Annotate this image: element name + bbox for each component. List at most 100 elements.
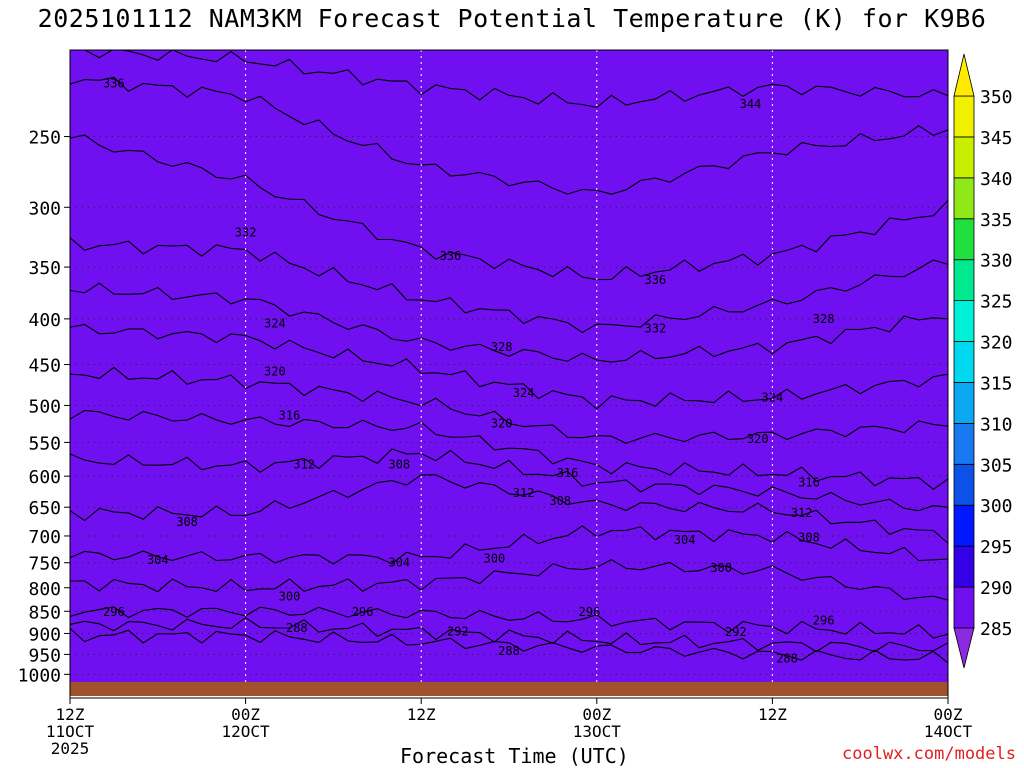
colorbar-segment — [953, 504, 975, 547]
theta-field — [70, 50, 948, 682]
contour-label: 316 — [279, 408, 301, 422]
y-tick-label: 550 — [28, 433, 61, 454]
isentrope-line — [70, 282, 948, 363]
contour-label: 324 — [264, 317, 286, 331]
y-tick-label: 350 — [28, 258, 61, 279]
isentrope-line — [70, 448, 948, 512]
y-tick-label: 300 — [28, 198, 61, 219]
y-tick-label: 500 — [28, 396, 61, 417]
x-tick-label: 12OCT — [222, 722, 271, 741]
isentrope-line — [70, 134, 948, 281]
colorbar-label: 335 — [980, 210, 1013, 231]
contour-label: 320 — [264, 364, 286, 378]
isentrope-line — [70, 76, 948, 195]
contour-label: 304 — [147, 553, 169, 567]
colorbar-segment — [953, 545, 975, 588]
contour-label: 344 — [740, 97, 762, 111]
y-tick-label: 850 — [28, 602, 61, 623]
colorbar-label: 300 — [980, 496, 1013, 517]
x-axis-title: Forecast Time (UTC) — [400, 744, 629, 768]
y-tick-label: 900 — [28, 624, 61, 645]
colorbar-segment — [953, 463, 975, 506]
colorbar-segment — [953, 136, 975, 179]
colorbar-label: 290 — [980, 578, 1013, 599]
contour-label: 296 — [813, 613, 835, 627]
colorbar-segment — [953, 341, 975, 383]
isentrope-line — [70, 525, 948, 565]
y-tick-label: 1000 — [18, 665, 61, 686]
contour-label: 300 — [279, 589, 301, 603]
x-tick-label: 14OCT — [924, 722, 973, 741]
colorbar-label: 330 — [980, 251, 1013, 272]
plot-frame — [69, 49, 949, 699]
contour-label: 296 — [579, 605, 601, 619]
x-tick-label: 00Z — [934, 705, 963, 724]
colorbar-label: 345 — [980, 128, 1013, 149]
contour-label: 328 — [491, 340, 513, 354]
contour-label: 332 — [644, 321, 666, 335]
contour-label: 312 — [791, 506, 813, 520]
colorbar-segment — [953, 218, 975, 261]
colorbar-label: 340 — [980, 169, 1013, 190]
isentrope-line — [70, 237, 948, 334]
colorbar-label: 285 — [980, 619, 1013, 640]
isentrope-line — [70, 606, 948, 639]
colorbar: 285 290 295 300 305 310 315 320 325 330 335 340 345 3… — [953, 53, 1013, 669]
isentrope-line — [70, 323, 948, 410]
contour-label: 288 — [776, 651, 798, 665]
contour-label: 336 — [440, 249, 462, 263]
y-tick-label: 450 — [28, 356, 61, 377]
contour-label: 316 — [557, 466, 579, 480]
y-tick-label: 750 — [28, 554, 61, 575]
colorbar-label: 315 — [980, 373, 1013, 394]
colorbar-top-arrow — [953, 53, 975, 97]
colorbar-label: 320 — [980, 333, 1013, 354]
colorbar-segment — [953, 422, 975, 465]
contour-label: 300 — [710, 561, 732, 575]
contour-label: 296 — [352, 605, 374, 619]
colorbar-bottom-arrow — [953, 627, 975, 669]
colorbar-label: 295 — [980, 537, 1013, 558]
isentrope-line — [82, 50, 948, 108]
isentrope-line — [70, 474, 948, 544]
y-tick-label: 600 — [28, 467, 61, 488]
grid-lines — [69, 50, 949, 682]
x-tick-label: 00Z — [582, 705, 611, 724]
y-tick-label: 950 — [28, 645, 61, 666]
x-tick-label: 00Z — [231, 705, 260, 724]
contour-labels: 336 332 336 336 344 324 320 316 328 332 328 324 320 3… — [103, 76, 834, 665]
y-tick-label: 400 — [28, 310, 61, 331]
x-tick-label: 11OCT — [46, 722, 95, 741]
contour-label: 292 — [725, 625, 747, 639]
isentrope-line — [70, 409, 948, 490]
contour-label: 324 — [762, 391, 784, 405]
y-tick-label: 700 — [28, 527, 61, 548]
colorbar-label: 305 — [980, 455, 1013, 476]
isentrope-line — [70, 366, 948, 444]
contour-label: 332 — [235, 225, 257, 239]
contour-label: 308 — [798, 531, 820, 545]
theta-band — [70, 50, 948, 659]
contour-label: 300 — [484, 552, 506, 566]
x-tick-label: 13OCT — [573, 722, 622, 741]
colorbar-segment — [953, 259, 975, 302]
contour-label: 304 — [674, 533, 696, 547]
contour-label: 336 — [644, 273, 666, 287]
y-tick-label: 800 — [28, 579, 61, 600]
chart-title: 2025101112 NAM3KM Forecast Potential Tem… — [37, 4, 987, 33]
x-tick-label: 12Z — [407, 705, 436, 724]
contour-label: 304 — [388, 556, 410, 570]
colorbar-label: 350 — [980, 87, 1013, 108]
contour-label: 292 — [447, 624, 469, 638]
contour-label: 316 — [798, 476, 820, 490]
contour-label: 320 — [747, 432, 769, 446]
contour-label: 312 — [293, 457, 315, 471]
isentrope-line — [70, 558, 948, 601]
contour-label: 312 — [513, 486, 535, 500]
contour-label: 288 — [286, 621, 308, 635]
x-tick-label: 2025 — [51, 739, 90, 758]
contour-label: 308 — [176, 515, 198, 529]
contour-label: 308 — [388, 457, 410, 471]
